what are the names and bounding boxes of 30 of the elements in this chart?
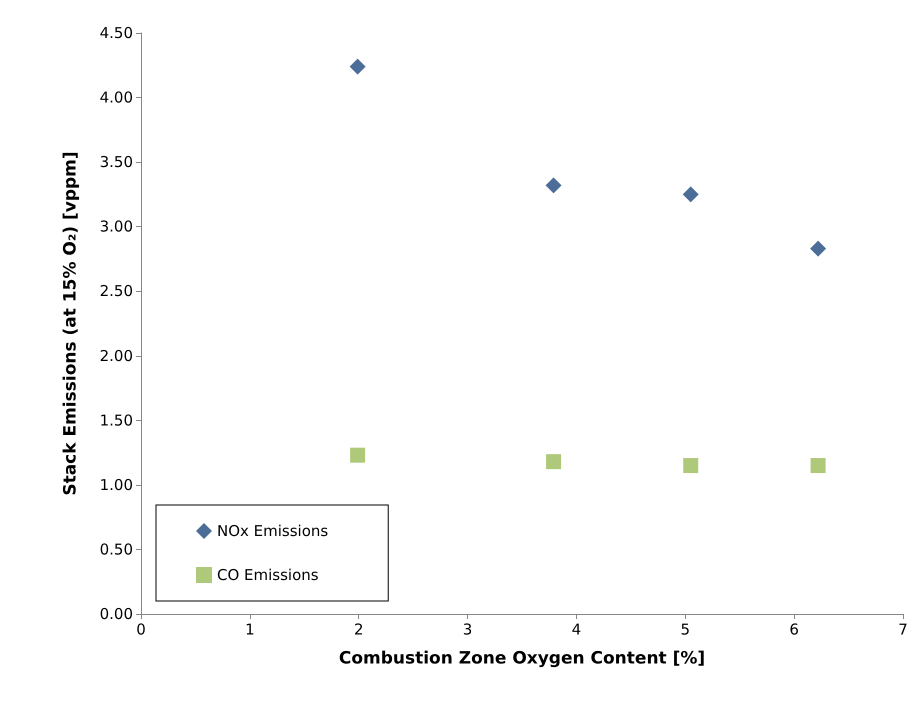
- y-tick-label: 4.00: [100, 88, 133, 107]
- y-tick-label: 2.00: [100, 346, 133, 365]
- y-tick-label: 3.50: [100, 153, 133, 172]
- point: [350, 448, 366, 463]
- x-tick-label: 0: [136, 620, 146, 638]
- y-tick-label: 0.00: [100, 605, 133, 623]
- legend-label: CO Emissions: [217, 566, 319, 584]
- x-tick-label: 3: [462, 620, 472, 638]
- legend-label: NOx Emissions: [217, 522, 328, 540]
- y-tick-label: 1.00: [100, 476, 133, 494]
- y-tick-label: 3.00: [100, 218, 133, 236]
- y-axis-title: Stack Emissions (at 15% O₂) [vppm]: [60, 151, 80, 496]
- y-tick-label: 4.50: [100, 24, 133, 42]
- x-tick-label: 5: [680, 620, 690, 638]
- x-tick-label: 1: [245, 620, 255, 638]
- y-tick-label: 0.50: [100, 540, 133, 558]
- point: [682, 186, 699, 202]
- x-tick-label: 6: [789, 620, 799, 638]
- x-tick-label: 7: [898, 620, 908, 638]
- point: [810, 458, 826, 474]
- x-tick-label: 4: [572, 620, 582, 638]
- y-tick-label: 2.50: [100, 282, 133, 300]
- y-tick-label: 1.50: [100, 411, 133, 430]
- point: [546, 177, 562, 194]
- point: [810, 240, 826, 257]
- x-axis-title: Combustion Zone Oxygen Content [%]: [338, 648, 706, 668]
- x-tick-label: 2: [354, 620, 364, 638]
- point: [546, 454, 562, 470]
- point: [350, 58, 366, 75]
- point: [683, 458, 698, 474]
